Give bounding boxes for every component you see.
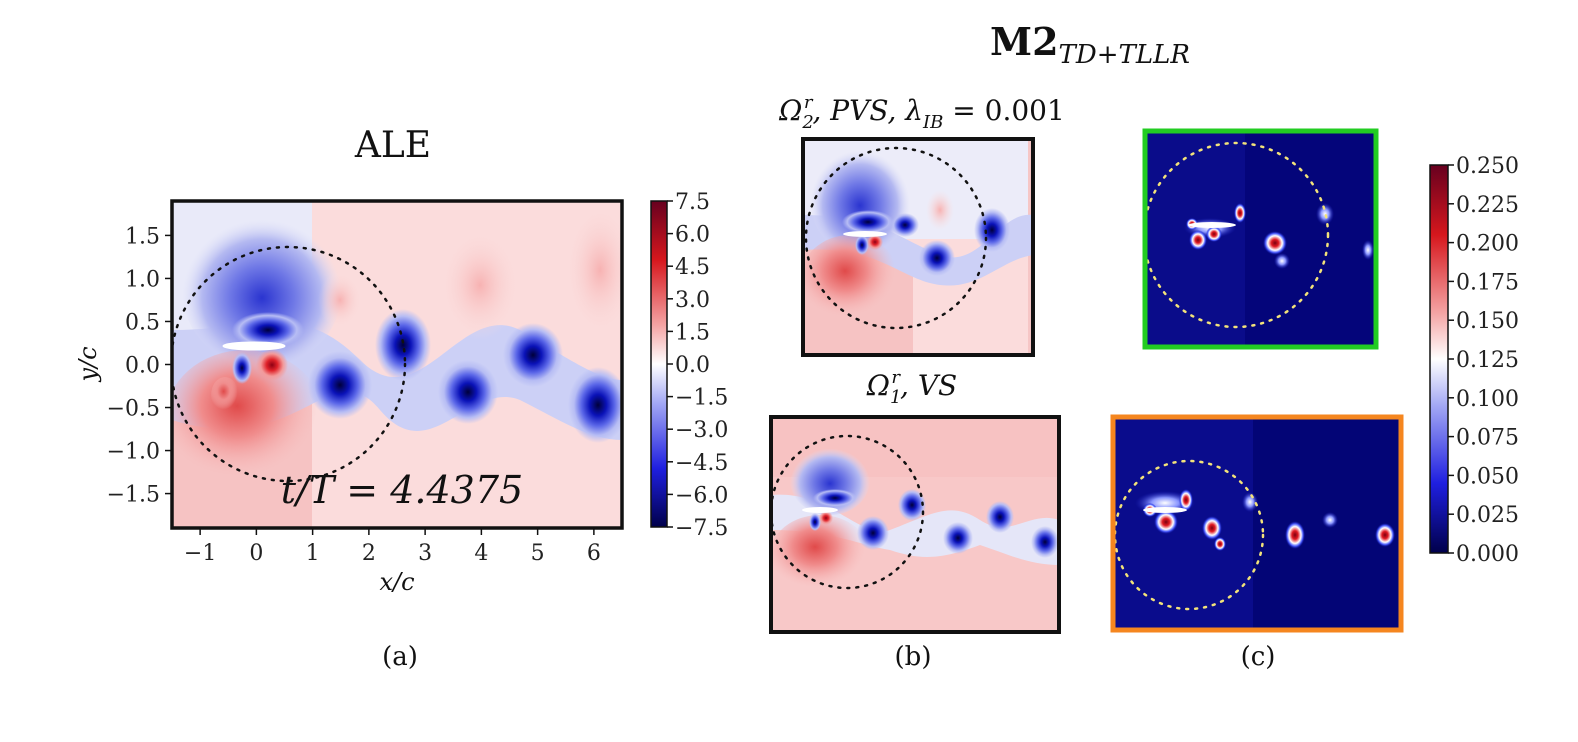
- ale-title: ALE: [354, 125, 431, 166]
- ale-colorbar: [650, 200, 668, 528]
- panel-b-bottom-plot: [771, 417, 1059, 632]
- colorbar-tick-label: 0.200: [1456, 232, 1519, 257]
- ale-plot-area: [172, 201, 622, 528]
- panel-c-top-frame: [1142, 128, 1379, 350]
- ale-vortex: [503, 323, 563, 387]
- colorbar-tick-label: −6.0: [675, 483, 728, 508]
- ale-vortex: [568, 367, 622, 443]
- colorbar-tick-label: −1.5: [675, 386, 728, 411]
- ale-ytick-label: −0.5: [107, 397, 160, 422]
- colorbar-tick-label: 0.100: [1456, 387, 1519, 412]
- c-colorbar-ticks: 0.250 0.225 0.200 0.175 0.150 0.125 0.100 0.075…: [1448, 154, 1519, 567]
- ale-xtick-label: 4: [474, 541, 488, 566]
- panel-c-bottom-plot: [1113, 417, 1401, 630]
- caption-a: (a): [382, 642, 418, 672]
- ale-colorbar-ticks: 7.5 6.0 4.5 3.0 1.5 0.0 −1.5 −3.0 −4.5 −6.0 −7.5: [667, 190, 728, 541]
- panel-b-bottom-title: Ω1r, VS: [866, 367, 957, 408]
- time-annotation: t/T = 4.4375: [281, 468, 523, 512]
- panel-b-bottom-frame: [769, 415, 1061, 634]
- ale-ytick-label: 1.5: [125, 224, 160, 249]
- ale-xtick-label: 3: [418, 541, 432, 566]
- main-title: M2TD+TLLR: [990, 19, 1190, 70]
- colorbar-tick-label: −4.5: [675, 451, 728, 476]
- main-title-subscript: TD+TLLR: [1059, 40, 1190, 70]
- ale-vortex: [438, 360, 498, 424]
- ale-xtick-label: 1: [306, 541, 320, 566]
- colorbar-tick-label: 0.025: [1456, 503, 1519, 528]
- colorbar-tick-label: 0.000: [1456, 542, 1519, 567]
- colorbar-tick-label: −7.5: [675, 516, 728, 541]
- colorbar-tick-label: 0.250: [1456, 154, 1519, 179]
- ale-xtick-label: 2: [362, 541, 376, 566]
- colorbar-tick-label: 4.5: [675, 255, 710, 280]
- panel-b-top-plot: [803, 139, 1033, 355]
- colorbar-tick-label: 0.225: [1456, 193, 1519, 218]
- colorbar-tick-label: −3.0: [675, 418, 728, 443]
- colorbar-tick-label: 0.175: [1456, 270, 1519, 295]
- ale-vortex: [375, 309, 431, 381]
- caption-b: (b): [895, 642, 932, 672]
- ale-ytick-label: −1.5: [107, 483, 160, 508]
- panel-c-bottom-frame: [1110, 414, 1404, 633]
- c-colorbar: [1429, 164, 1449, 554]
- ale-axes: −1 0 1 2 3 4 5 6 1.5 1.0 0.5 0.0 −0.5 −1.0 −1.5: [107, 224, 601, 566]
- panel-c-top-plot: [1145, 131, 1376, 347]
- panel-b-top-title: Ω2r, PVS, λIB = 0.001: [778, 92, 1065, 133]
- ale-xtick-label: 6: [587, 541, 601, 566]
- ale-ytick-label: 1.0: [125, 267, 160, 292]
- ale-xtick-label: −1: [184, 541, 216, 566]
- colorbar-tick-label: 3.0: [675, 288, 710, 313]
- airfoil-shape: [222, 341, 286, 351]
- ale-vortex: [308, 351, 372, 419]
- ale-xtick-label: 5: [531, 541, 545, 566]
- colorbar-tick-label: 0.125: [1456, 348, 1519, 373]
- ale-ytick-label: 0.0: [125, 354, 160, 379]
- colorbar-tick-label: 0.050: [1456, 464, 1519, 489]
- caption-c: (c): [1241, 642, 1276, 672]
- colorbar-tick-label: 7.5: [675, 190, 710, 215]
- ale-ytick-label: −1.0: [107, 440, 160, 465]
- ale-ytick-label: 0.5: [125, 310, 160, 335]
- ale-ylabel: y/c: [74, 346, 102, 382]
- ale-xlabel: x/c: [379, 568, 414, 596]
- colorbar-tick-label: 0.075: [1456, 426, 1519, 451]
- colorbar-tick-label: 0.150: [1456, 309, 1519, 334]
- ale-vortex: [232, 312, 304, 348]
- colorbar-tick-label: 0.0: [675, 353, 710, 378]
- colorbar-tick-label: 6.0: [675, 223, 710, 248]
- panel-b-top-frame: [801, 137, 1035, 357]
- ale-xtick-label: 0: [249, 541, 263, 566]
- colorbar-tick-label: 1.5: [675, 320, 710, 345]
